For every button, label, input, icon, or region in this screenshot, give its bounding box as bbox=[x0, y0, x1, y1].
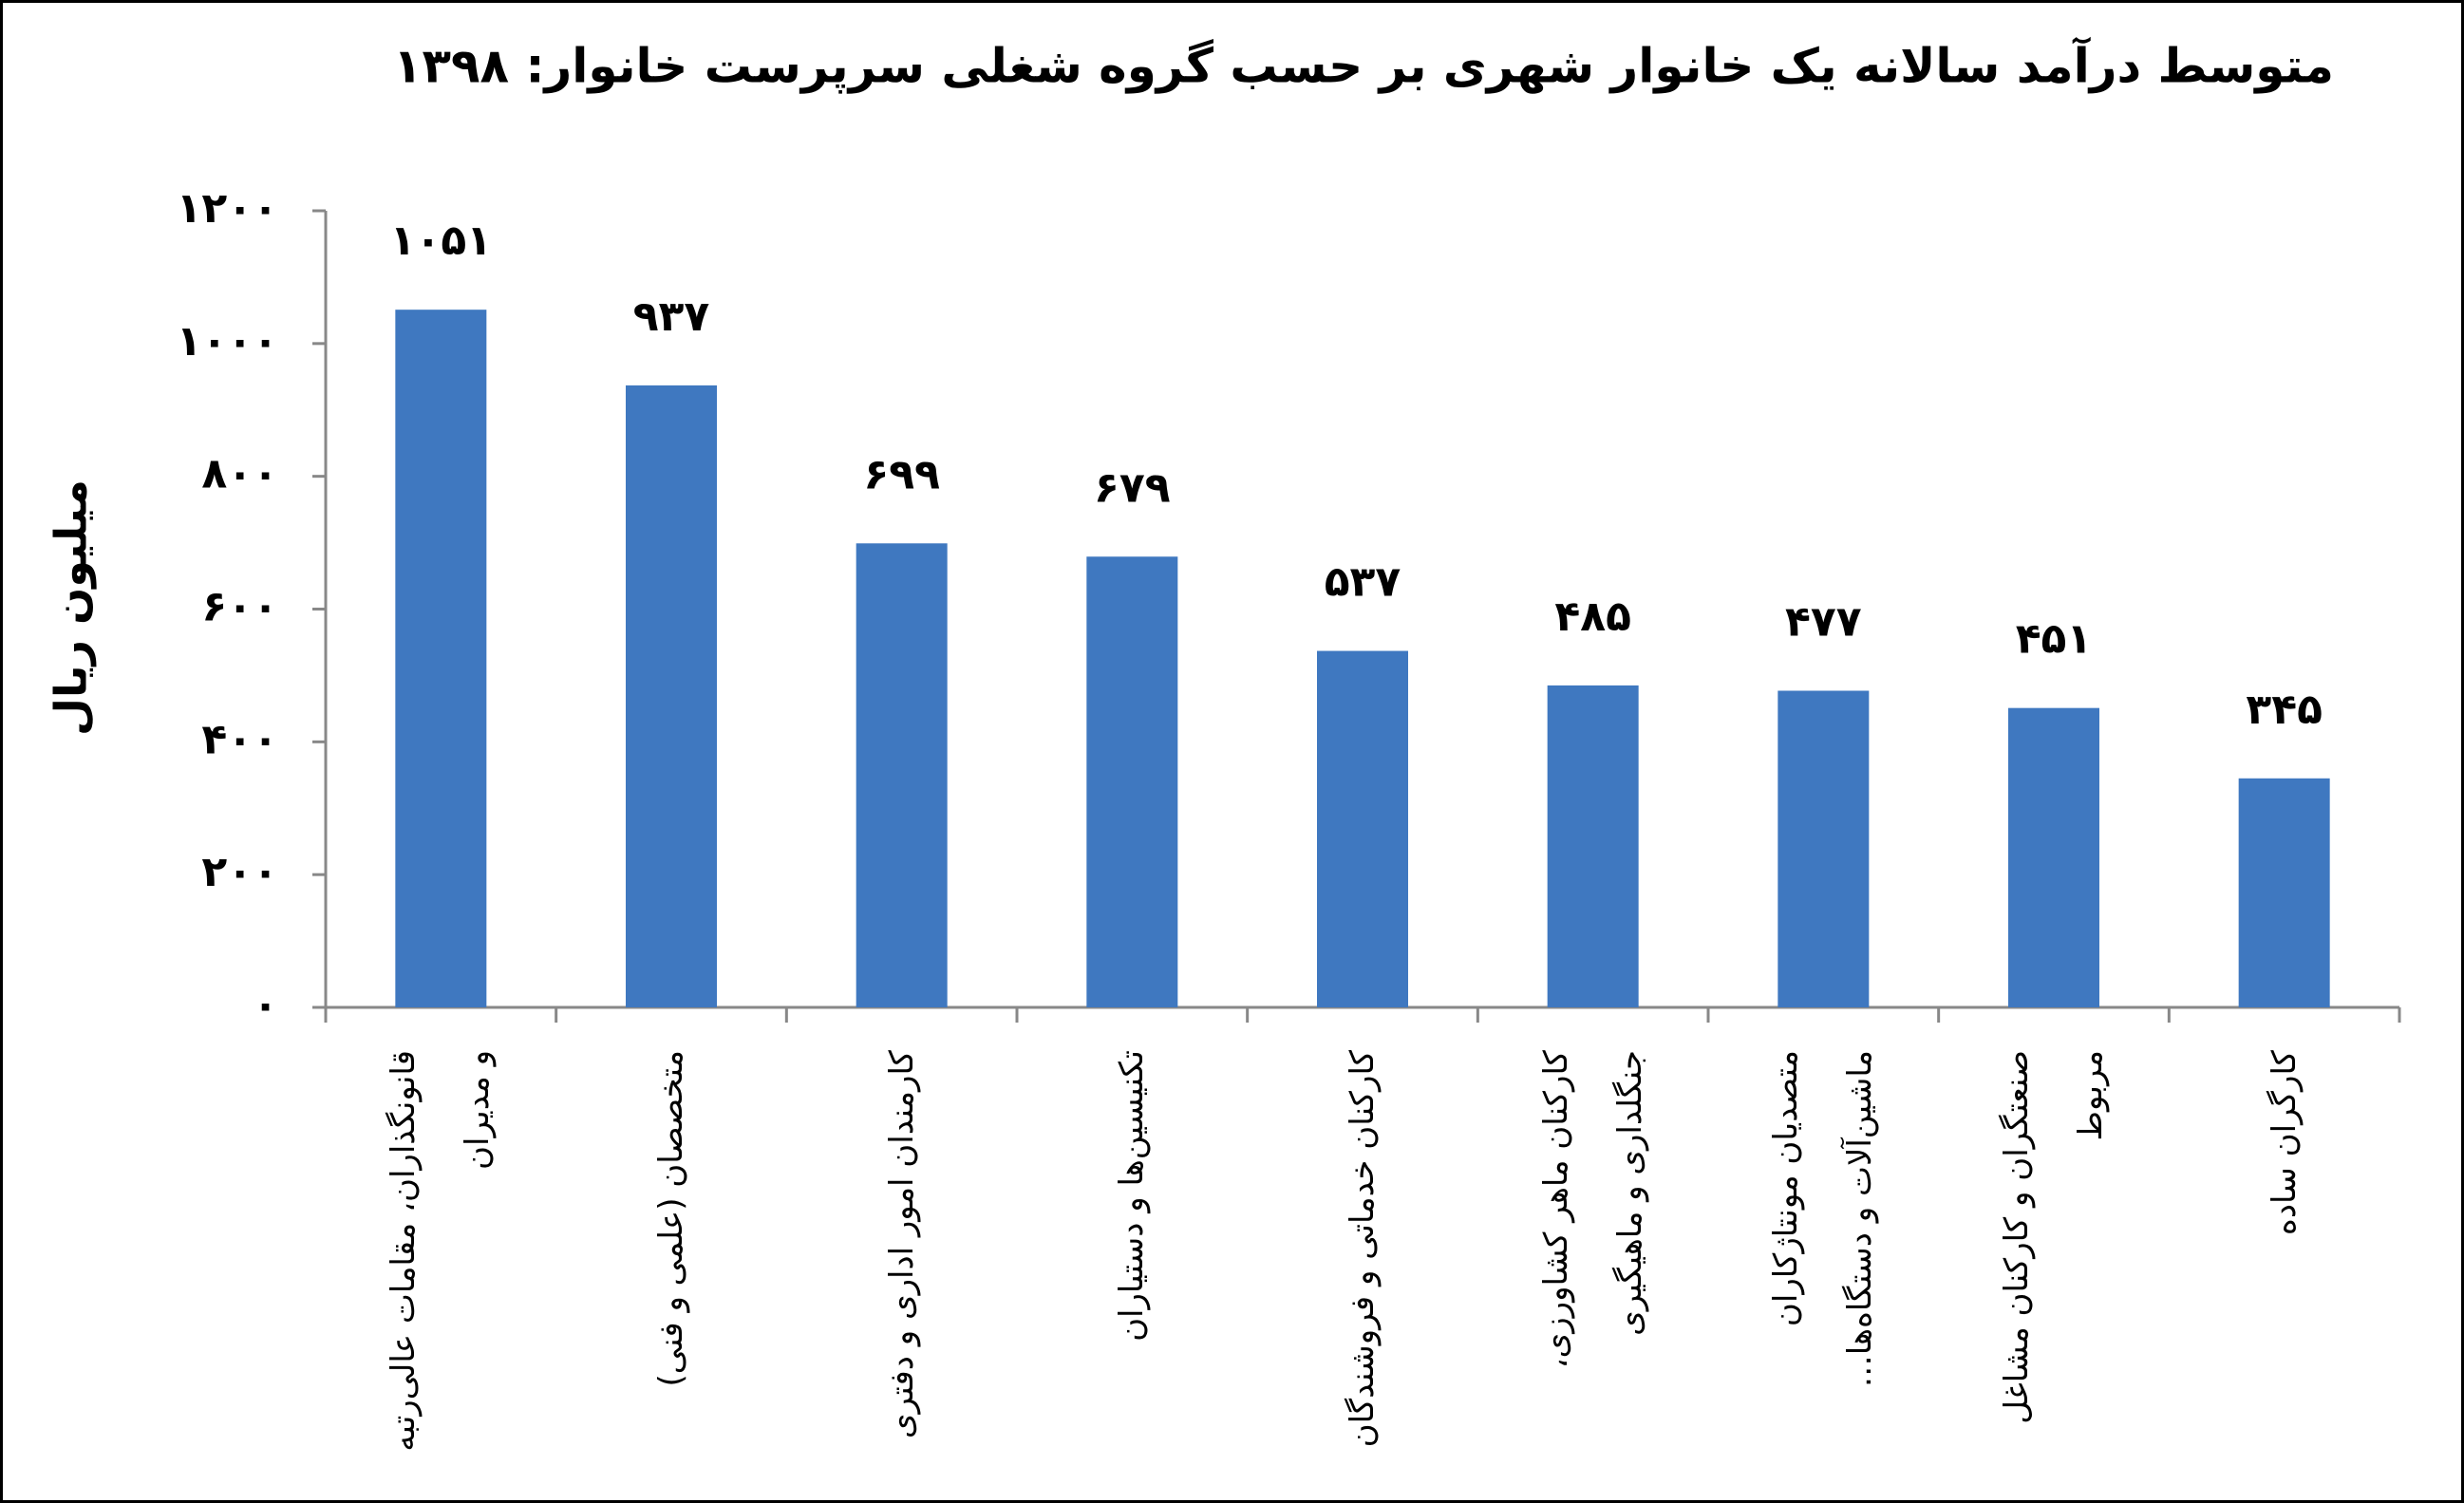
value-label: ۴۵۱ bbox=[2016, 615, 2093, 664]
bar bbox=[2238, 778, 2330, 1007]
y-tick-label: ۴۰۰ bbox=[201, 715, 278, 763]
x-tick-label: صنعتگران و کارکنان مشاغل مربوط bbox=[1998, 1050, 2110, 1424]
y-tick-label: ۶۰۰ bbox=[201, 583, 278, 631]
bar bbox=[856, 543, 948, 1007]
value-label: ۴۸۵ bbox=[1554, 592, 1631, 641]
y-tick-label: ۰ bbox=[253, 981, 278, 1029]
bar bbox=[626, 385, 717, 1007]
value-label: ۳۴۵ bbox=[2246, 686, 2323, 734]
y-tick-label: ۸۰۰ bbox=[201, 450, 278, 498]
x-tick-label: متصدیان مونتاژکاران ماشین‌آلات و دستگاه‌… bbox=[1767, 1050, 1880, 1388]
value-label: ۵۳۷ bbox=[1325, 558, 1401, 607]
value-label: ۶۷۹ bbox=[1094, 463, 1171, 512]
x-tick-label: کارگران ساده bbox=[2265, 1050, 2304, 1235]
value-label: ۹۳۷ bbox=[633, 292, 710, 341]
value-label: ۶۹۹ bbox=[863, 450, 940, 498]
x-tick-label: کارکنان ماهر کشاورزی، جنگلداری و ماهیگیر… bbox=[1536, 1050, 1649, 1369]
y-axis-label: میلیون ریال bbox=[46, 479, 97, 736]
x-tick-label: کارمندان امور اداری و دفتری bbox=[882, 1050, 921, 1439]
x-tick-label: کارکنان خدماتی و فروشندگان bbox=[1344, 1050, 1382, 1448]
y-tick-label: ۱۰۰۰ bbox=[177, 317, 278, 366]
bar bbox=[1777, 690, 1870, 1007]
bar bbox=[1547, 685, 1639, 1007]
bar bbox=[1317, 650, 1408, 1007]
bar bbox=[2008, 707, 2099, 1007]
y-tick-label: ۲۰۰ bbox=[201, 848, 278, 896]
chart: متوسط درآمد سالانه یک خانوار شهری بر حسب… bbox=[46, 37, 2401, 1029]
bar bbox=[395, 310, 487, 1007]
value-label: ۴۷۷ bbox=[1785, 597, 1862, 646]
y-tick-label: ۱۲۰۰ bbox=[177, 184, 278, 233]
x-tick-label: متخصصان (علمی و فنی) bbox=[652, 1050, 690, 1387]
bar bbox=[1086, 556, 1178, 1007]
x-tick-label: تکنیسین‌ها و دستیاران bbox=[1113, 1050, 1152, 1342]
chart-title: متوسط درآمد سالانه یک خانوار شهری بر حسب… bbox=[393, 37, 2334, 95]
x-tick-label: قانونگذاران، مقامات عالی‌رتبه و مدیران bbox=[385, 1050, 498, 1452]
value-label: ۱۰۵۱ bbox=[390, 216, 492, 265]
